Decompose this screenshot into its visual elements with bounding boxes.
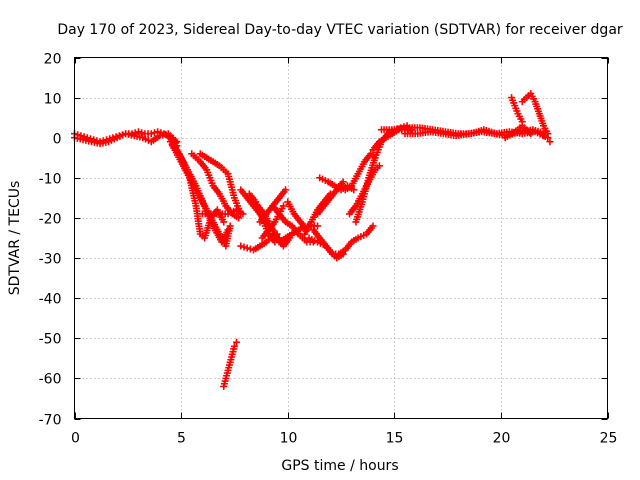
y-tick-label: 0 [53, 132, 62, 148]
data-point [282, 186, 290, 194]
series-trace-7 [196, 150, 245, 218]
series-trace-30 [508, 94, 526, 126]
data-point [220, 218, 228, 226]
x-tick-label: 0 [71, 431, 80, 447]
y-tick-label: -60 [39, 372, 62, 388]
plot-frame [74, 57, 608, 419]
series-trace-2 [71, 130, 181, 150]
data-point [226, 222, 234, 230]
data-point [239, 210, 247, 218]
axis-ticks [74, 57, 609, 420]
series-trace-33 [220, 338, 241, 390]
data-point [138, 129, 146, 137]
data-point [527, 130, 535, 138]
y-tick-labels: 20 10 0 -10 -20 -30 -40 -50 -60 -70 [39, 52, 62, 429]
series-trace-28 [401, 126, 550, 140]
data-point [350, 186, 358, 194]
x-tick-label: 15 [386, 431, 404, 447]
data-point [230, 342, 238, 350]
y-tick-label: -10 [39, 172, 62, 188]
data-points [71, 90, 554, 390]
series-trace-29 [518, 90, 552, 138]
data-point [134, 128, 142, 136]
series-trace-5 [169, 142, 234, 250]
series-trace-8 [198, 206, 247, 218]
data-point [243, 244, 251, 252]
series-trace-20 [309, 226, 347, 262]
data-point [147, 130, 155, 138]
grid-lines [74, 57, 608, 419]
data-point [314, 222, 322, 230]
y-tick-label: 10 [44, 92, 62, 108]
series-trace-32 [540, 132, 554, 146]
data-point [237, 242, 245, 250]
series-trace-31 [501, 122, 535, 142]
data-point [544, 134, 552, 142]
y-axis-label: SDTVAR / TECUs [7, 181, 23, 296]
y-tick-label: -50 [39, 332, 62, 348]
y-tick-label: 20 [44, 52, 62, 68]
x-tick-label: 10 [280, 431, 298, 447]
data-point [233, 338, 241, 346]
data-point [540, 132, 548, 140]
x-tick-labels: 0 5 10 15 20 25 [71, 431, 617, 447]
data-point [240, 243, 248, 251]
y-tick-label: -70 [39, 413, 62, 429]
data-point [150, 129, 158, 137]
x-axis-label: GPS time / hours [281, 458, 398, 474]
y-tick-label: -40 [39, 292, 62, 308]
data-point [369, 222, 377, 230]
y-tick-label: -30 [39, 252, 62, 268]
data-point [235, 214, 243, 222]
x-tick-label: 5 [177, 431, 186, 447]
series-trace-6 [188, 150, 243, 222]
x-tick-label: 25 [600, 431, 618, 447]
data-point [375, 162, 383, 170]
x-tick-label: 20 [493, 431, 511, 447]
data-point [279, 202, 287, 210]
data-point [339, 178, 347, 186]
chart-title: Day 170 of 2023, Sidereal Day-to-day VTE… [57, 22, 623, 38]
y-tick-label: -20 [39, 212, 62, 228]
data-point [546, 138, 554, 146]
data-point [339, 250, 347, 258]
